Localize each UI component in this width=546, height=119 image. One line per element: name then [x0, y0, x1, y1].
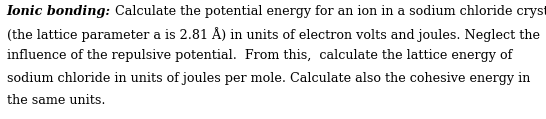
Text: influence of the repulsive potential.  From this,  calculate the lattice energy : influence of the repulsive potential. Fr…: [7, 49, 512, 62]
Text: Ionic bonding:: Ionic bonding:: [7, 5, 111, 18]
Text: the same units.: the same units.: [7, 94, 105, 107]
Text: Calculate the potential energy for an ion in a sodium chloride crystal: Calculate the potential energy for an io…: [111, 5, 546, 18]
Text: (the lattice parameter a is 2.81 Å) in units of electron volts and joules. Negle: (the lattice parameter a is 2.81 Å) in u…: [7, 27, 539, 42]
Text: sodium chloride in units of joules per mole. Calculate also the cohesive energy : sodium chloride in units of joules per m…: [7, 72, 530, 84]
